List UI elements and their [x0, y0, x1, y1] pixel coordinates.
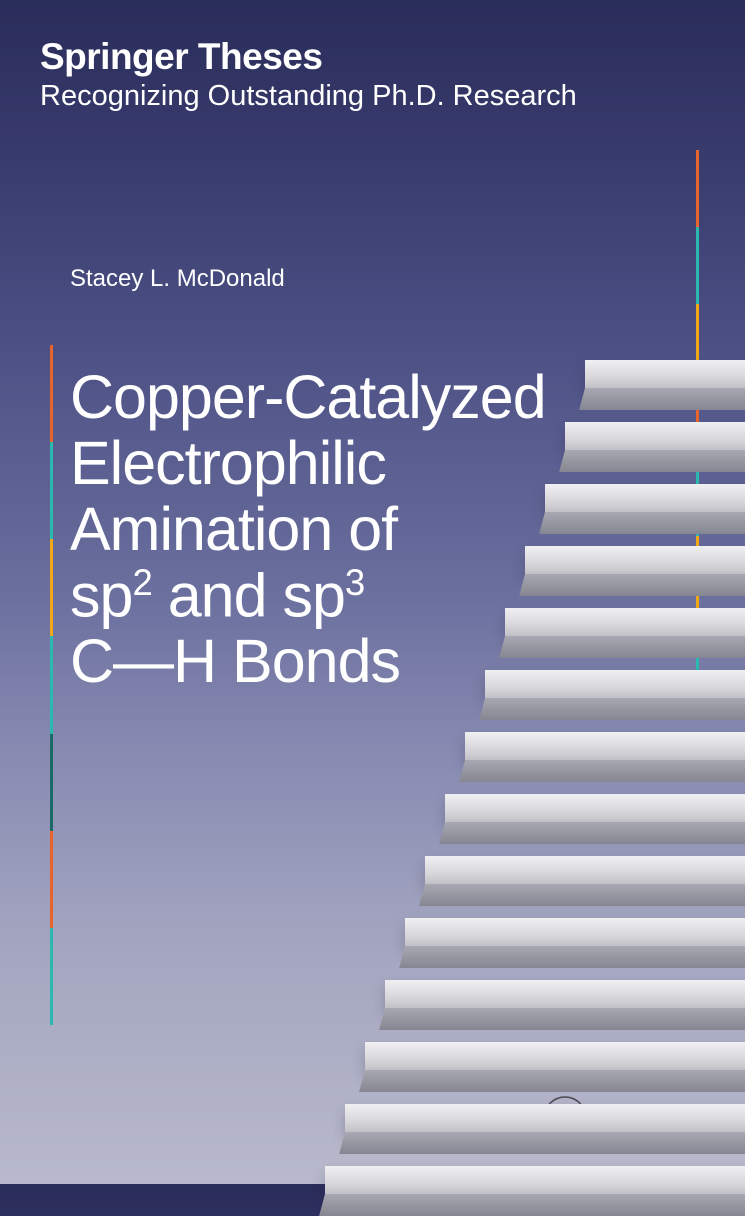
header: Springer Theses Recognizing Outstanding … [0, 0, 745, 113]
step [445, 794, 745, 822]
step [465, 732, 745, 760]
bar-segment [50, 734, 53, 831]
bar-segment [50, 831, 53, 928]
author-name: Stacey L. McDonald [70, 265, 285, 293]
bar-segment [50, 928, 53, 1025]
bar-segment [50, 539, 53, 636]
step [505, 608, 745, 636]
bar-segment [696, 227, 699, 304]
step [425, 856, 745, 884]
step [405, 918, 745, 946]
step [545, 484, 745, 512]
bar-segment [696, 150, 699, 227]
step [525, 546, 745, 574]
step [585, 360, 745, 388]
step [345, 1104, 745, 1132]
step [325, 1166, 745, 1194]
step [485, 670, 745, 698]
step [385, 980, 745, 1008]
series-subtitle: Recognizing Outstanding Ph.D. Research [40, 80, 705, 113]
bar-segment [50, 636, 53, 733]
series-title: Springer Theses [40, 36, 705, 78]
bar-segment [50, 442, 53, 539]
bar-segment [50, 345, 53, 442]
step [365, 1042, 745, 1070]
left-accent-bar [50, 345, 53, 1025]
step [565, 422, 745, 450]
